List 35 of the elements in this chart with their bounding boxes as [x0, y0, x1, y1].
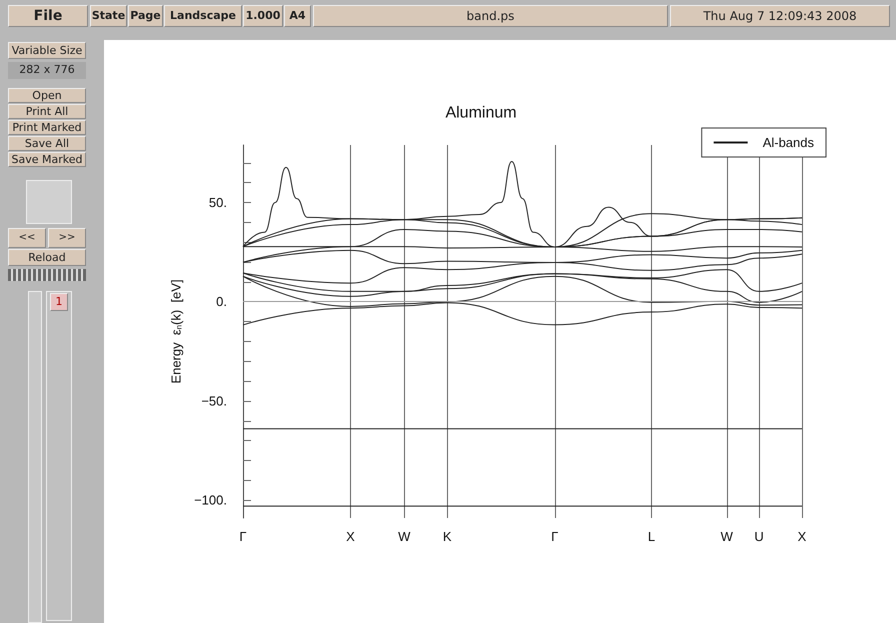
text: Landscape	[164, 5, 242, 27]
text: Open	[8, 88, 86, 103]
text: Save Marked	[8, 152, 86, 167]
x-tick-label: U	[754, 529, 764, 544]
y-tick-label: −100.	[194, 492, 227, 508]
text: Save All	[8, 136, 86, 151]
x-tick-label: Γ	[551, 529, 558, 544]
x-tick-label: X	[346, 529, 356, 544]
text: >>	[48, 228, 86, 248]
x-tick-label: W	[720, 529, 734, 544]
x-tick-label: L	[648, 529, 656, 544]
text: Print Marked	[8, 120, 86, 135]
text: band.ps	[313, 5, 668, 27]
text: A4	[284, 5, 311, 27]
chart-title: Aluminum	[445, 104, 517, 122]
legend-label: Al-bands	[762, 135, 814, 150]
y-tick-label: 0.	[216, 294, 227, 310]
text: 282 x 776	[8, 62, 86, 79]
y-axis-title: Energy εn(k) [eV]	[168, 279, 184, 384]
x-tick-label: X	[798, 529, 807, 544]
text: Print All	[8, 104, 86, 119]
text: Variable Size	[8, 42, 86, 59]
text: 1.000	[243, 5, 283, 27]
y-tick-label: 50.	[208, 195, 227, 210]
x-tick-label: W	[398, 529, 412, 544]
y-tick-label: −50.	[201, 393, 227, 408]
text: File	[8, 5, 88, 27]
text: Page	[128, 5, 163, 27]
text: <<	[8, 228, 46, 248]
x-tick-label: K	[442, 529, 452, 544]
text: State	[90, 5, 127, 27]
x-tick-label: Γ	[239, 529, 247, 544]
text: Reload	[8, 249, 86, 266]
text: 1	[50, 293, 68, 311]
text: Thu Aug 7 12:09:43 2008	[670, 5, 890, 27]
